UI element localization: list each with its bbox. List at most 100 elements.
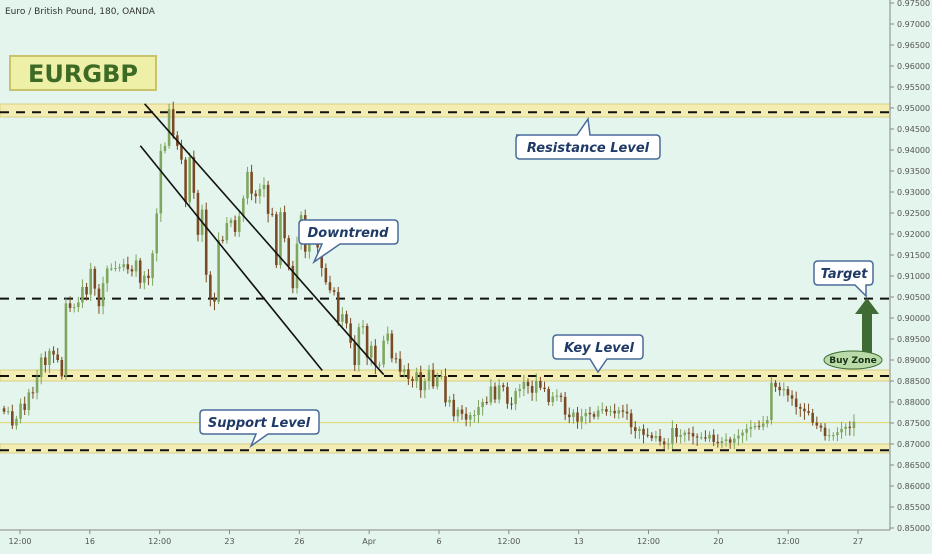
candle-body	[761, 423, 765, 427]
candle-body	[163, 145, 167, 151]
candle-body	[526, 381, 530, 387]
candle-body	[617, 410, 621, 414]
channel-lower-line	[139, 145, 323, 372]
candle-body	[605, 409, 608, 412]
time-tick-label: 12:00	[8, 537, 31, 546]
price-tick-label: 0.94000	[897, 146, 930, 155]
candle-body	[448, 399, 451, 403]
candle-body	[167, 109, 171, 146]
candle-body	[320, 247, 324, 269]
candle-body	[794, 398, 798, 408]
candle-body	[481, 402, 484, 408]
candle-body	[749, 427, 753, 429]
support-zone	[0, 443, 891, 454]
candle-body	[836, 432, 839, 436]
candle-body	[151, 253, 154, 279]
candle-body	[382, 340, 385, 365]
price-tick-label: 0.88000	[897, 398, 930, 407]
price-tick-label: 0.93000	[897, 188, 930, 197]
target-arrow-head	[855, 298, 879, 314]
candle-body	[341, 314, 344, 322]
candle-body	[741, 432, 744, 436]
candle-body	[398, 358, 402, 372]
candle-body	[35, 377, 39, 393]
candle-body	[667, 443, 670, 445]
candle-body	[493, 386, 497, 400]
candle-body	[799, 407, 802, 409]
candle-body	[229, 220, 233, 224]
time-tick-label: 12:00	[148, 537, 171, 546]
price-tick-label: 0.97500	[897, 0, 930, 8]
time-tick-label: 23	[224, 537, 234, 546]
candle-body	[56, 354, 59, 360]
candle-body	[716, 441, 720, 444]
candle-body	[246, 171, 249, 199]
candle-body	[196, 192, 200, 235]
candle-body	[336, 291, 340, 322]
price-tick-label: 0.92500	[897, 209, 930, 218]
candle-body	[225, 223, 229, 241]
candle-body	[213, 298, 216, 302]
price-tick-label: 0.95000	[897, 104, 930, 113]
price-tick-label: 0.87000	[897, 440, 930, 449]
candle-body	[390, 333, 394, 359]
candle-body	[266, 184, 270, 214]
candle-body	[328, 282, 332, 291]
price-tick-label: 0.96500	[897, 41, 930, 50]
candle-body	[217, 239, 220, 302]
candle-body	[844, 426, 847, 429]
buy-zone: Buy Zone	[823, 350, 883, 370]
candle-body	[68, 303, 72, 308]
candle-body	[613, 410, 616, 414]
candle-body	[522, 381, 526, 389]
candle-body	[551, 396, 555, 402]
title-badge: EURGBP	[9, 55, 157, 91]
callout-resistance-box	[515, 116, 661, 160]
level-lines	[0, 111, 890, 452]
candle-body	[85, 286, 88, 295]
candle-body	[324, 268, 328, 283]
price-tick-label: 0.85000	[897, 524, 930, 533]
candle-body	[460, 409, 464, 414]
candle-body	[423, 381, 427, 391]
time-axis[interactable]: 12:00 16 12:00 23 26 Apr 6 12:00 13 12:00 20 12:00 2…	[0, 529, 890, 546]
price-tick-label: 0.91000	[897, 272, 930, 281]
price-tick-label: 0.89500	[897, 335, 930, 344]
candle-body	[807, 411, 810, 413]
candle-body	[679, 435, 682, 437]
candle-body	[258, 189, 262, 197]
price-tick-label: 0.95500	[897, 83, 930, 92]
candle-body	[580, 416, 583, 422]
candle-body	[130, 269, 134, 272]
candle-body	[250, 171, 253, 194]
candle-body	[143, 275, 146, 283]
candle-body	[708, 434, 711, 439]
candle-body	[361, 325, 365, 328]
candle-body	[233, 220, 237, 232]
candle-body	[171, 109, 175, 136]
candle-body	[419, 372, 423, 391]
candle-body	[720, 441, 724, 444]
price-axis[interactable]: 0.97500 0.97000 0.96500 0.96000 0.95500 0.950…	[889, 0, 930, 533]
candle-body	[48, 350, 51, 366]
candle-body	[159, 150, 163, 214]
price-tick-label: 0.85500	[897, 503, 930, 512]
candle-body	[221, 239, 224, 241]
candle-body	[737, 435, 740, 439]
candle-body	[675, 428, 678, 437]
callout-downtrend-text: Downtrend	[308, 226, 390, 241]
candle-body	[287, 238, 291, 266]
candle-body	[464, 413, 468, 420]
candle-body	[114, 268, 117, 270]
candle-body	[6, 411, 10, 413]
candle-body	[184, 159, 187, 203]
candle-body	[567, 414, 571, 418]
price-tick-label: 0.89000	[897, 356, 930, 365]
candle-body	[180, 145, 183, 160]
candle-body	[600, 409, 604, 411]
candle-body	[332, 290, 336, 292]
title-badge-box	[9, 55, 157, 91]
candle-body	[596, 410, 600, 417]
candle-body	[60, 360, 64, 377]
candle-body	[209, 274, 212, 299]
